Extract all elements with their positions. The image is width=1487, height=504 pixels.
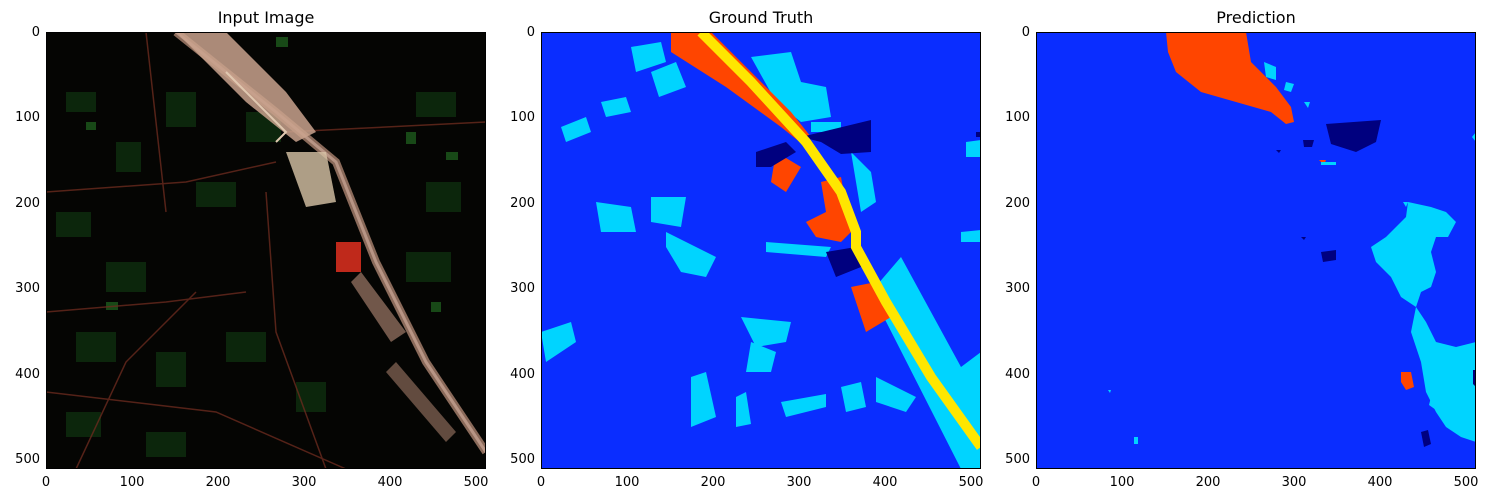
y-tick-label: 300 xyxy=(510,281,535,296)
x-tick-label: 300 xyxy=(786,475,812,490)
panel-input-image: Input Image xyxy=(0,0,490,504)
y-tick-label: 0 xyxy=(31,25,40,40)
x-tick-label: 500 xyxy=(463,475,489,490)
y-tick-label: 500 xyxy=(15,452,40,467)
y-tick-label: 500 xyxy=(1005,452,1030,467)
prediction-mask xyxy=(1036,32,1476,469)
x-tick-label: 100 xyxy=(119,475,145,490)
x-tick-label: 0 xyxy=(1031,475,1041,490)
panel-title: Ground Truth xyxy=(708,8,814,27)
y-tick-label: 100 xyxy=(15,110,40,125)
y-tick-label: 300 xyxy=(1005,281,1030,296)
y-tick-label: 400 xyxy=(510,367,535,382)
x-tick-label: 0 xyxy=(536,475,546,490)
panel-title: Input Image xyxy=(217,8,315,27)
y-tick-label: 200 xyxy=(510,196,535,211)
input-satellite-image xyxy=(46,32,486,469)
x-tick-label: 200 xyxy=(1195,475,1221,490)
y-tick-label: 0 xyxy=(526,25,535,40)
x-tick-label: 200 xyxy=(700,475,726,490)
y-tick-label: 200 xyxy=(1005,196,1030,211)
panel-title: Prediction xyxy=(1216,8,1296,27)
y-tick-label: 300 xyxy=(15,281,40,296)
x-tick-label: 100 xyxy=(1109,475,1135,490)
y-tick-label: 400 xyxy=(15,367,40,382)
x-tick-label: 400 xyxy=(377,475,403,490)
x-tick-label: 500 xyxy=(958,475,984,490)
x-tick-label: 0 xyxy=(41,475,51,490)
panel-ground-truth: Ground Truth xyxy=(495,0,985,504)
ground-truth-mask xyxy=(541,32,981,469)
x-tick-label: 500 xyxy=(1453,475,1479,490)
y-tick-label: 0 xyxy=(1021,25,1030,40)
y-tick-label: 400 xyxy=(1005,367,1030,382)
x-tick-label: 100 xyxy=(614,475,640,490)
x-tick-label: 400 xyxy=(1367,475,1393,490)
y-tick-label: 100 xyxy=(510,110,535,125)
x-tick-label: 400 xyxy=(872,475,898,490)
x-tick-label: 300 xyxy=(1281,475,1307,490)
x-tick-label: 200 xyxy=(205,475,231,490)
x-tick-label: 300 xyxy=(291,475,317,490)
y-tick-label: 100 xyxy=(1005,110,1030,125)
panel-prediction: Prediction xyxy=(990,0,1480,504)
y-tick-label: 200 xyxy=(15,196,40,211)
y-tick-label: 500 xyxy=(510,452,535,467)
